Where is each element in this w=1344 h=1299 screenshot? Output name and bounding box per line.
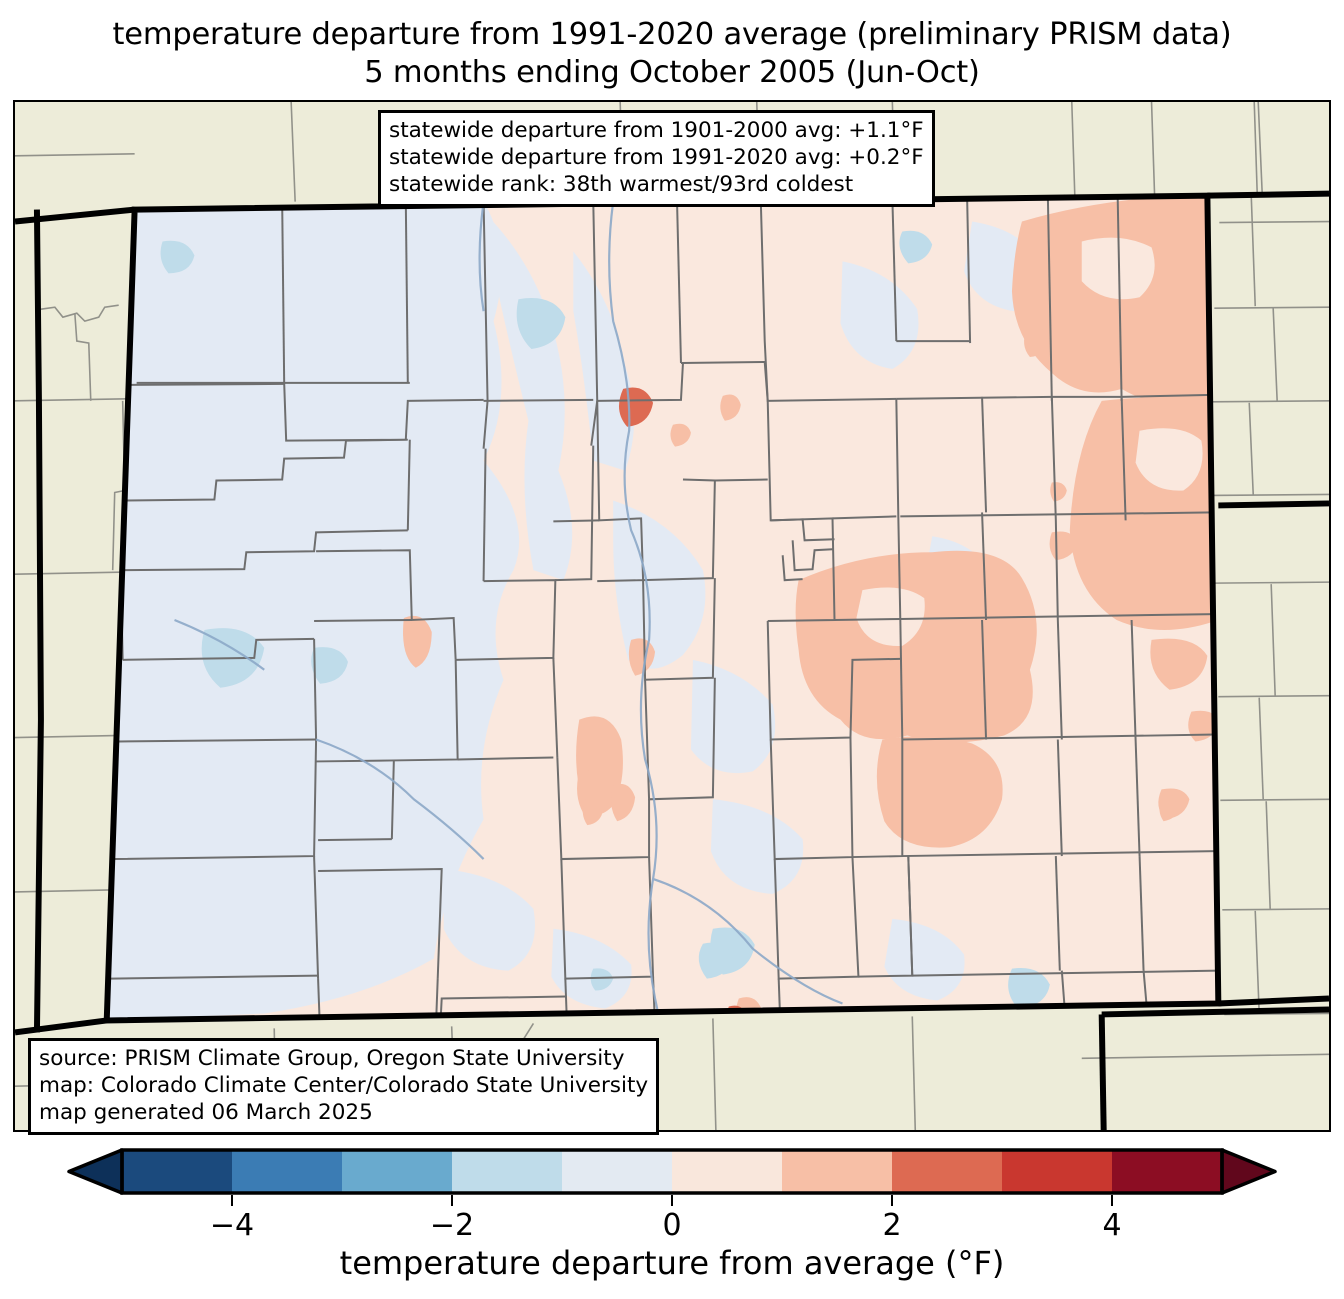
colorbar-tick-mark-3 <box>891 1195 893 1206</box>
colorbar-band-8 <box>1002 1150 1113 1193</box>
band-1-to-2-warm <box>403 195 1219 1021</box>
colorbar-band-4 <box>562 1150 673 1193</box>
title-line-2: 5 months ending October 2005 (Jun-Oct) <box>364 55 980 90</box>
colorbar-band-0 <box>122 1150 233 1193</box>
colorbar-tick-mark-0 <box>231 1195 233 1206</box>
colorbar-band-6 <box>782 1150 893 1193</box>
colorbar-band-5 <box>672 1150 783 1193</box>
colorbar-band-7 <box>892 1150 1003 1193</box>
source-line: source: PRISM Climate Group, Oregon Stat… <box>39 1046 625 1071</box>
colorbar-band-2 <box>342 1150 453 1193</box>
colorbar-over-arrow <box>1220 1148 1277 1195</box>
colorbar-axis-label: temperature departure from average (°F) <box>339 1244 1005 1282</box>
stat-departure-1901-2000: statewide departure from 1901-2000 avg: … <box>389 118 924 143</box>
colorbar-tick-mark-1 <box>451 1195 453 1206</box>
neighbor-state-outlines <box>15 190 1329 1130</box>
colorbar <box>67 1148 1277 1195</box>
colorbar-tick-label-2: 0 <box>662 1208 682 1243</box>
colorbar-tick-mark-2 <box>671 1195 673 1206</box>
colorbar-band-9 <box>1112 1150 1223 1193</box>
colorbar-tick-label-1: −2 <box>429 1208 475 1243</box>
colorbar-band-3 <box>452 1150 563 1193</box>
map-panel <box>13 100 1331 1132</box>
statewide-stats-box: statewide departure from 1901-2000 avg: … <box>378 110 935 207</box>
colorbar-swatches <box>67 1148 1277 1195</box>
colorado-interior <box>106 195 1219 1021</box>
colorbar-band-1 <box>232 1150 343 1193</box>
colorbar-border <box>120 1148 1224 1195</box>
stat-departure-1991-2020: statewide departure from 1991-2020 avg: … <box>389 145 924 170</box>
map-generated-line: map generated 06 March 2025 <box>39 1100 373 1125</box>
colorbar-tick-group: −4 −2 0 2 4 <box>67 1195 1277 1245</box>
page-title: temperature departure from 1991-2020 ave… <box>0 0 1344 96</box>
map-credit-line: map: Colorado Climate Center/Colorado St… <box>39 1073 649 1098</box>
rivers <box>174 201 843 1021</box>
band-minus1-to-0-west <box>109 201 520 1021</box>
colorbar-tick-label-0: −4 <box>209 1208 255 1243</box>
source-credit-box: source: PRISM Climate Group, Oregon Stat… <box>28 1038 660 1135</box>
stat-statewide-rank: statewide rank: 38th warmest/93rd coldes… <box>389 172 854 197</box>
colorado-temperature-departure-map <box>15 102 1329 1130</box>
colorbar-under-arrow <box>67 1148 124 1195</box>
colorbar-tick-label-4: 4 <box>1102 1208 1122 1243</box>
colorbar-tick-mark-4 <box>1111 1195 1113 1206</box>
title-line-1: temperature departure from 1991-2020 ave… <box>112 17 1232 52</box>
band-minus2-to-minus1-spots <box>160 230 1050 1009</box>
colorbar-area: −4 −2 0 2 4 temperature departure from avera… <box>0 1140 1344 1299</box>
colorbar-tick-label-3: 2 <box>882 1208 902 1243</box>
